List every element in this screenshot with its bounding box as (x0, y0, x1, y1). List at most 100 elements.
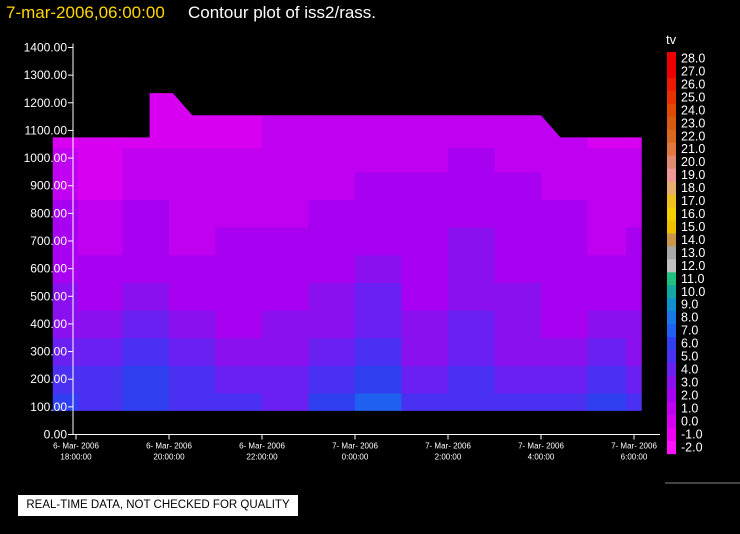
legend-swatch (667, 168, 676, 182)
contour-cell (122, 199, 170, 228)
contour-cell (626, 337, 642, 366)
contour-cell (77, 171, 123, 201)
contour-cell (626, 365, 642, 394)
contour-cell (122, 93, 170, 149)
contour-cell (215, 93, 263, 149)
contour-cell (215, 227, 263, 256)
legend-label: 18.0 (681, 181, 705, 195)
legend-label: 8.0 (681, 311, 698, 325)
contour-cell (541, 393, 588, 411)
contour-cell (77, 310, 123, 339)
contour-cell (494, 171, 542, 201)
contour-cell (587, 365, 627, 394)
contour-cell (494, 337, 542, 366)
legend-swatch (667, 52, 676, 66)
contour-cell (355, 254, 402, 283)
contour-cell (541, 199, 588, 228)
contour-cells (52, 93, 642, 411)
legend-swatch (667, 194, 676, 208)
contour-cell (169, 199, 216, 228)
date-stamp: 7-mar-2006,06:00:00 (6, 3, 165, 22)
y-tick-label: 1200.00 (24, 96, 68, 110)
contour-cell (401, 147, 449, 173)
contour-cell (448, 254, 495, 283)
contour-cell (169, 147, 216, 173)
contour-cell (52, 254, 79, 283)
contour-cell (626, 254, 642, 283)
contour-cell (262, 147, 309, 173)
contour-cell (308, 337, 356, 366)
x-tick-time: 6:00:00 (621, 453, 648, 462)
contour-cell (122, 254, 170, 283)
plot-title: Contour plot of iss2/rass. (188, 3, 376, 22)
x-tick-date: 7- Mar- 2006 (332, 442, 378, 451)
x-tick-date: 6- Mar- 2006 (146, 442, 192, 451)
legend-label: 26.0 (681, 77, 705, 91)
contour-cell (308, 227, 356, 256)
contour-cell (355, 282, 402, 311)
contour-cell (587, 93, 627, 149)
legend-swatch (667, 142, 676, 157)
contour-cell (587, 227, 627, 256)
contour-cell (122, 337, 170, 366)
legend-swatch (667, 427, 676, 442)
contour-cell (215, 393, 263, 411)
contour-cell (77, 254, 123, 283)
contour-cell (448, 365, 495, 394)
contour-cell (122, 147, 170, 173)
x-tick-time: 20:00:00 (153, 453, 185, 462)
y-tick-label: 600.00 (30, 262, 67, 276)
contour-cell (308, 171, 356, 201)
y-tick-label: 200.00 (30, 372, 67, 386)
legend-swatch (667, 129, 676, 144)
legend-swatch (667, 272, 676, 286)
legend-swatch (667, 350, 676, 364)
contour-cell (215, 254, 263, 283)
contour-cell (448, 171, 495, 201)
contour-cell (494, 393, 542, 411)
contour-cell (587, 337, 627, 366)
contour-cell (541, 147, 588, 173)
contour-cell (169, 393, 216, 411)
contour-cell (262, 365, 309, 394)
legend-label: 24.0 (681, 103, 705, 117)
contour-cell (626, 282, 642, 311)
x-tick-time: 2:00:00 (435, 453, 462, 462)
contour-cell (52, 147, 79, 173)
contour-cell (262, 282, 309, 311)
contour-cell (401, 393, 449, 411)
x-tick-time: 18:00:00 (60, 453, 92, 462)
contour-cell (262, 227, 309, 256)
contour-cell (587, 254, 627, 283)
legend-label: 12.0 (681, 259, 705, 273)
contour-cell (626, 393, 642, 411)
x-tick-date: 6- Mar- 2006 (239, 442, 285, 451)
contour-cell (587, 310, 627, 339)
contour-cell (401, 171, 449, 201)
contour-cell (494, 227, 542, 256)
legend-label: 17.0 (681, 194, 705, 208)
y-tick-label: 800.00 (30, 206, 67, 220)
y-tick-label: 1300.00 (24, 68, 68, 82)
contour-cell (448, 310, 495, 339)
contour-cell (262, 337, 309, 366)
legend-swatch (667, 220, 676, 234)
y-axis: 0.00 100.00 200.00 300.00 400.00 500.00 600.00… (24, 41, 74, 442)
contour-cell (215, 337, 263, 366)
legend-label: 10.0 (681, 285, 705, 299)
contour-cell (169, 227, 216, 256)
contour-cell (262, 199, 309, 228)
contour-cell (52, 337, 79, 366)
contour-cell (626, 199, 642, 228)
contour-cell (215, 147, 263, 173)
legend-label: -2.0 (681, 440, 703, 454)
y-tick-label: 700.00 (30, 234, 67, 248)
contour-cell (122, 171, 170, 201)
contour-cell (626, 93, 642, 149)
contour-cell (494, 365, 542, 394)
contour-cell (308, 199, 356, 228)
legend-label: 23.0 (681, 116, 705, 130)
x-tick-date: 7- Mar- 2006 (611, 442, 657, 451)
contour-cell (541, 337, 588, 366)
contour-cell (448, 282, 495, 311)
